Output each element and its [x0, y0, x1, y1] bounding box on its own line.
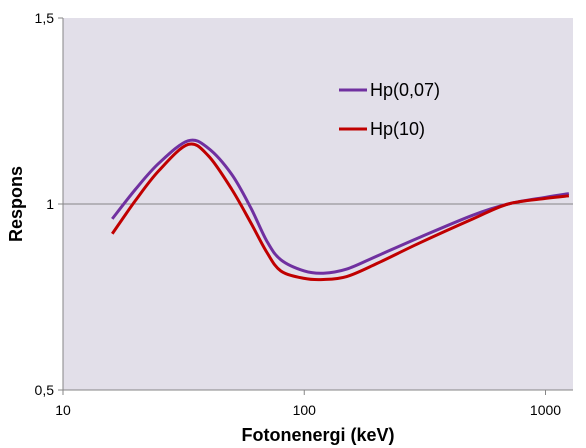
legend-label-hp007: Hp(0,07): [370, 80, 440, 100]
x-tick-label: 1000: [530, 402, 561, 418]
x-tick-label: 10: [55, 402, 71, 418]
y-tick-label: 1,5: [35, 10, 55, 26]
x-axis-title: Fotonenergi (keV): [241, 425, 394, 445]
y-tick-label: 1: [46, 196, 54, 212]
y-tick-label: 0,5: [35, 382, 55, 398]
x-tick-label: 100: [293, 402, 317, 418]
y-axis-title: Respons: [6, 166, 26, 242]
legend-label-hp10: Hp(10): [370, 119, 425, 139]
